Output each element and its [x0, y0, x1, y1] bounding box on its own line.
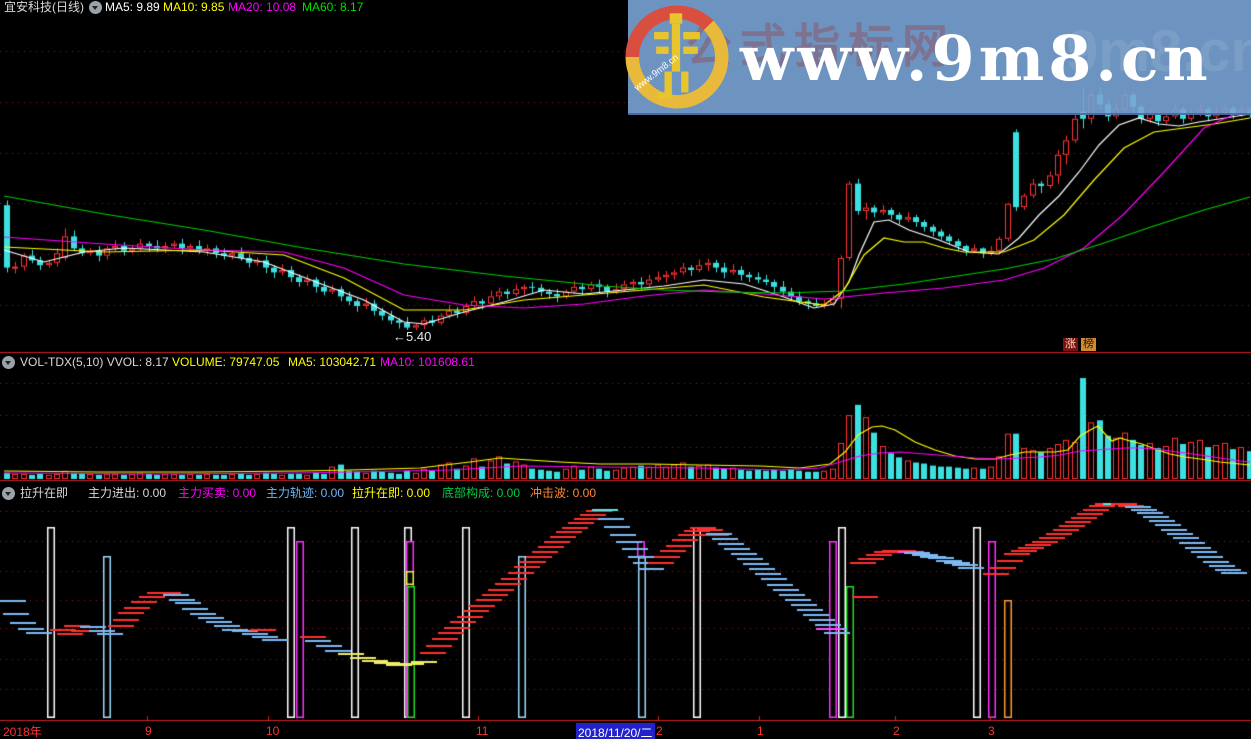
volume-label: MA10: 101608.61 — [380, 355, 475, 369]
axis-month-label: 3 — [988, 724, 995, 738]
axis-month-label: 10 — [266, 724, 280, 738]
time-axis[interactable]: 2018年 9 10 11 2 1 2 3 2018/11/20/二 — [0, 722, 1251, 739]
selected-date-label: 2018/11/20/二 — [576, 723, 655, 739]
indicator-title: 拉升在即 — [20, 486, 69, 500]
collapse-price-panel-icon[interactable] — [89, 1, 102, 14]
limit-up-list-badge-bang[interactable]: 榜 — [1081, 338, 1096, 351]
watermark-url-text: www.9m8.cn — [740, 22, 1212, 95]
axis-month-label: 2 — [893, 724, 900, 738]
watermark-ghost-logo-text: 9m8.cn — [1066, 19, 1251, 84]
axis-month-label: 2 — [656, 724, 663, 738]
indicator-label: 主力进出: 0.00 — [88, 486, 167, 500]
ma-label: MA5: 9.89 — [105, 0, 160, 14]
ma-label: MA10: 9.85 — [163, 0, 225, 14]
indicator-label: 底部构成: 0.00 — [442, 486, 521, 500]
volume-panel-header: VOL-TDX(5,10) VVOL: 8.17 VOLUME: 79747.05… — [0, 355, 640, 370]
axis-month-label: 1 — [757, 724, 764, 738]
collapse-volume-panel-icon[interactable] — [2, 356, 15, 369]
stock-title: 宜安科技(日线) — [4, 0, 84, 14]
ma-label: MA60: 8.17 — [302, 0, 364, 14]
collapse-indicator-panel-icon[interactable] — [2, 487, 15, 500]
ma-label: MA20: 10.08 — [228, 0, 297, 14]
indicator-label: 冲击波: 0.00 — [530, 486, 597, 500]
limit-up-list-badge-zhang[interactable]: 涨 — [1063, 338, 1078, 351]
volume-label: MA5: 103042.71 — [288, 355, 377, 369]
watermark-banner: 公式指标网 9m8.cn www.9m8.cn www.9m8.cn — [625, 0, 1251, 115]
indicator-label: 主力买卖: 0.00 — [178, 486, 257, 500]
price-panel-header: 宜安科技(日线) MA5: 9.89 MA10: 9.85 MA20: 10.08 M… — [0, 0, 640, 15]
indicator-label: 拉升在即: 0.00 — [352, 486, 431, 500]
watermark-ghost-text: 公式指标网 — [686, 20, 956, 72]
axis-month-label: 9 — [145, 724, 152, 738]
volume-label: VOLUME: 79747.05 — [172, 355, 280, 369]
indicator-panel-header: 拉升在即 主力进出: 0.00 主力买卖: 0.00 主力轨迹: 0.00 拉升在即:… — [0, 486, 760, 501]
low-price-annotation: ←5.40 — [393, 329, 432, 344]
axis-year-label: 2018年 — [3, 725, 42, 739]
9m8-logo-icon: www.9m8.cn — [625, 5, 729, 109]
indicator-label: 主力轨迹: 0.00 — [266, 486, 345, 500]
axis-month-label: 11 — [476, 724, 489, 738]
volume-label: VOL-TDX(5,10) VVOL: 8.17 — [20, 355, 169, 369]
